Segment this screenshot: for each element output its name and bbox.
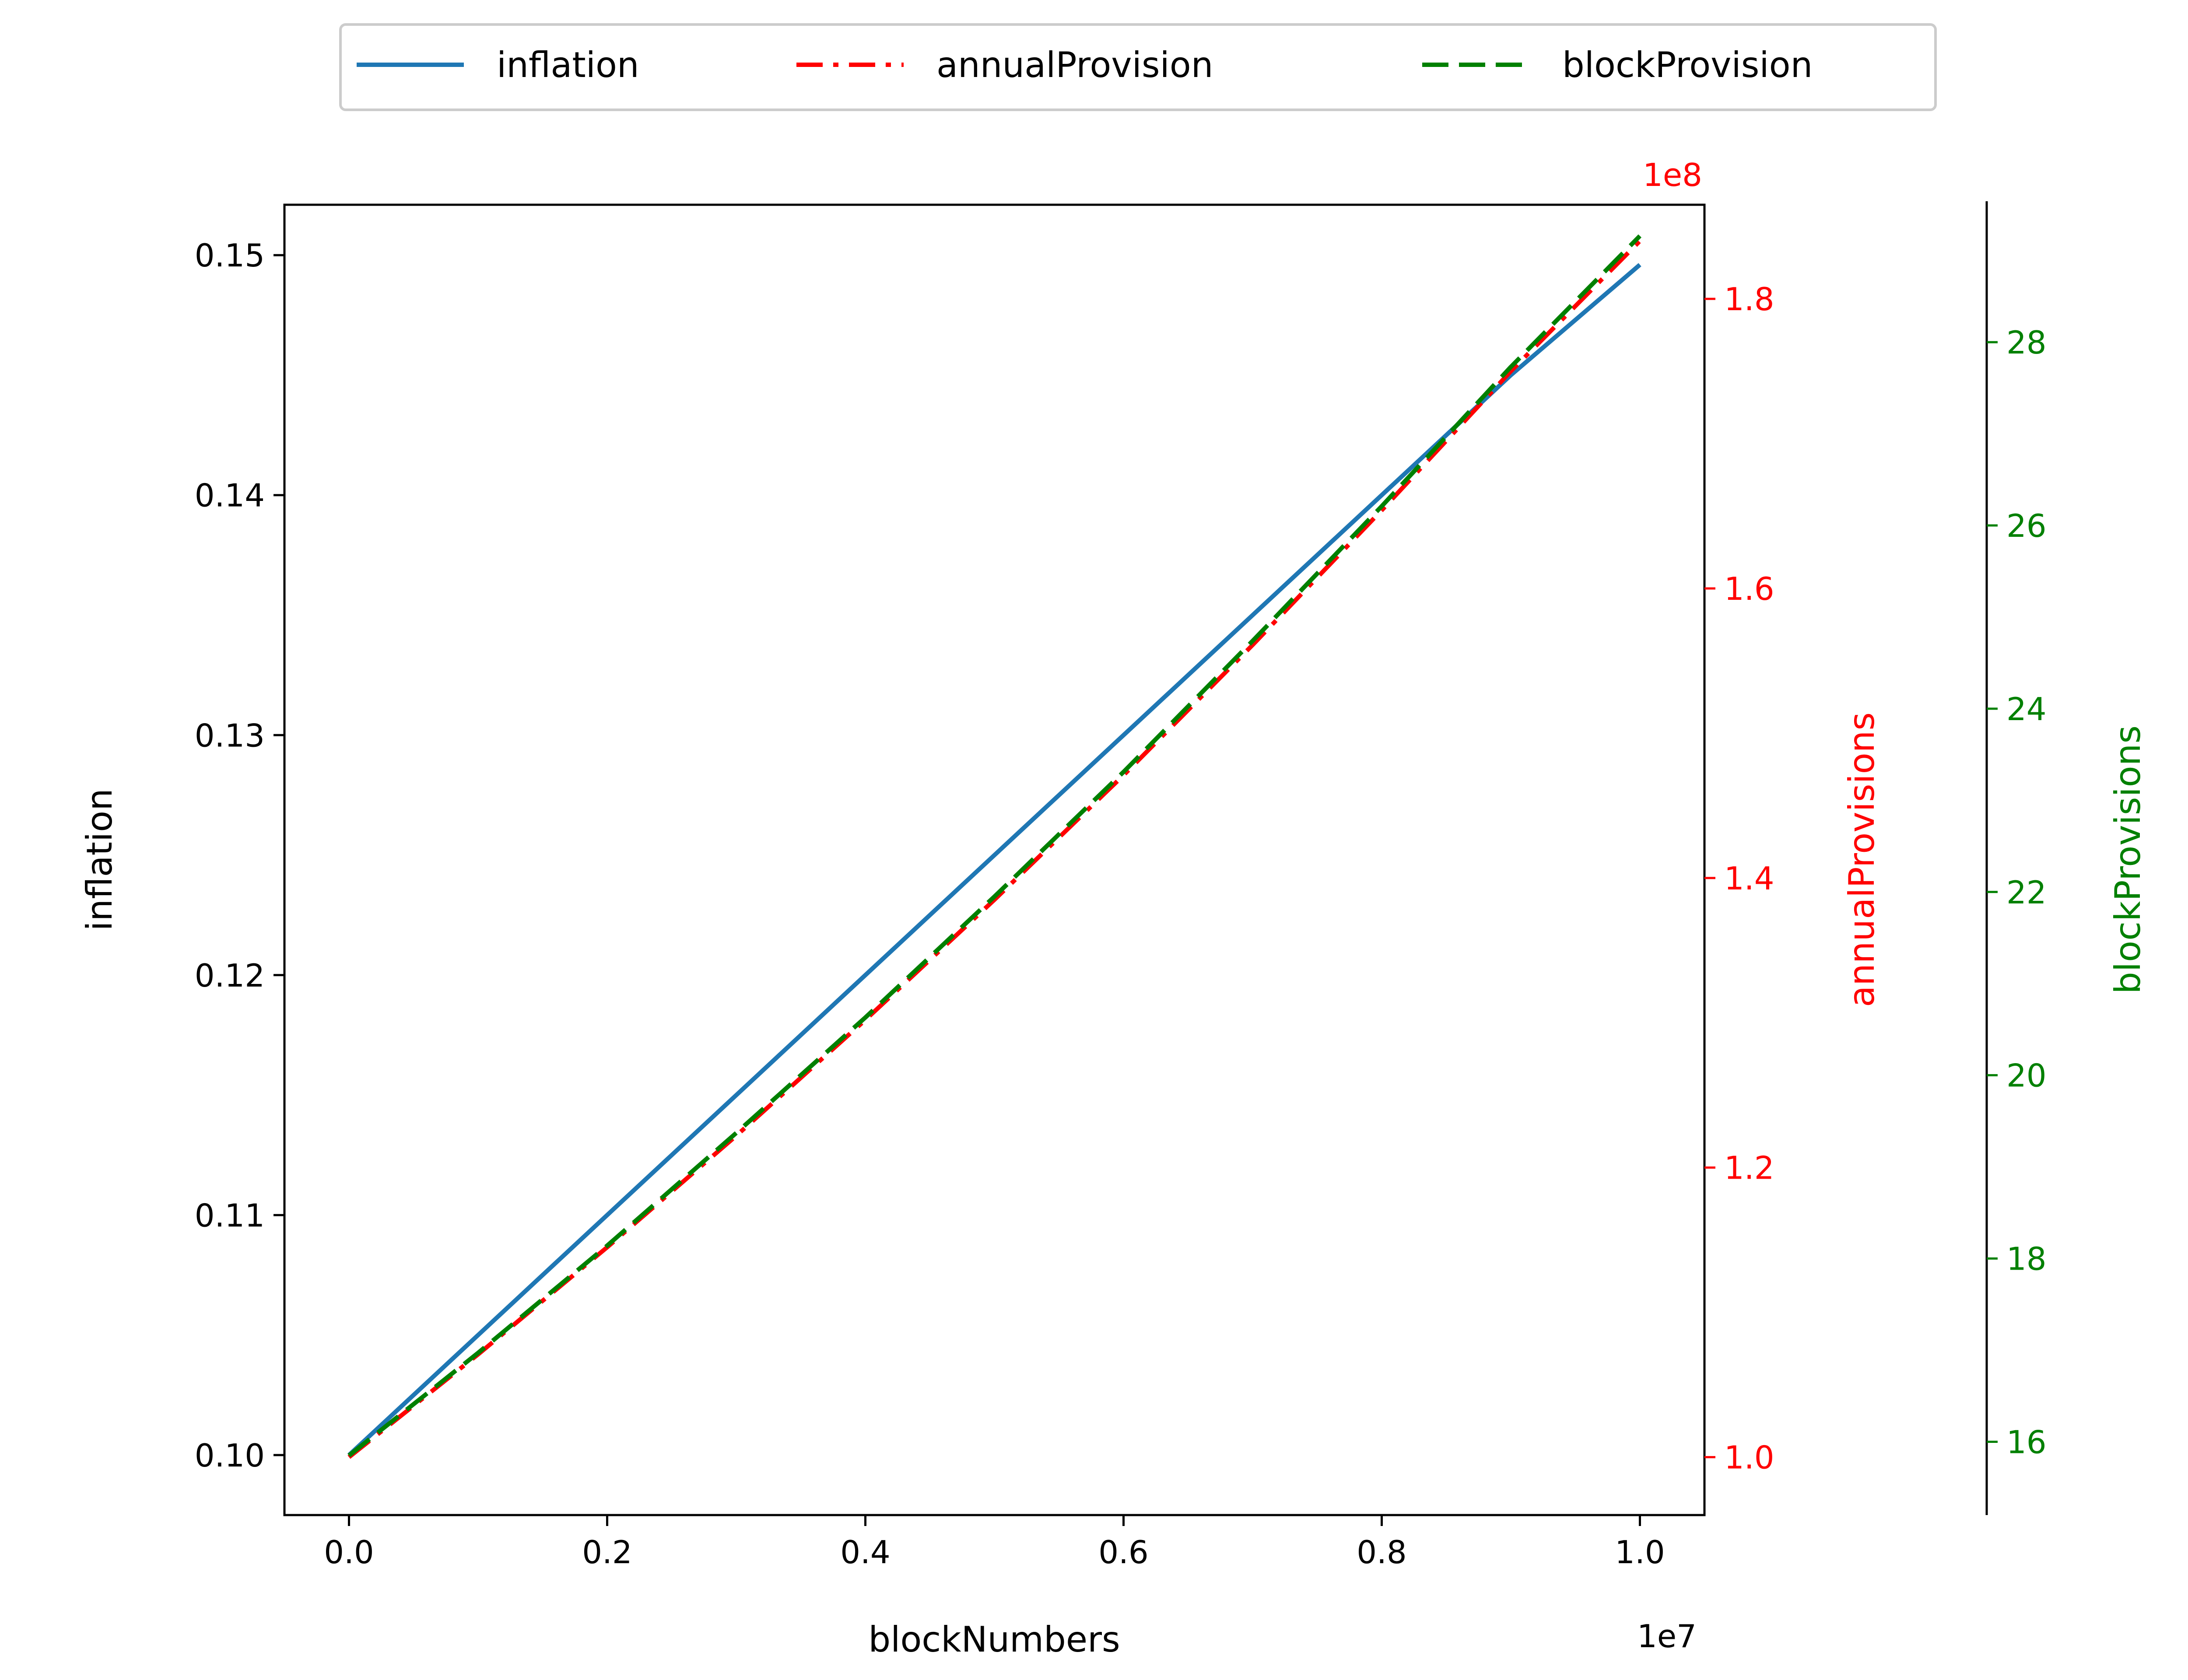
- block-provisions-tick-label: 16: [2006, 1424, 2047, 1460]
- block-provisions-axis-label: blockProvisions: [2107, 725, 2148, 994]
- annual-provisions-tick-label: 1.4: [1724, 860, 1774, 897]
- data-point-blockprovision: [994, 896, 995, 897]
- x-tick-label: 0.4: [840, 1534, 891, 1571]
- annual-provisions-axis-label: annualProvisions: [1841, 712, 1882, 1007]
- x-tick-label: 0.6: [1098, 1534, 1149, 1571]
- legend-frame: [339, 23, 1937, 111]
- block-provisions-axis: 16 18 20 22 24 26 28: [1987, 324, 2047, 1460]
- inflation-tick-label: 0.14: [195, 477, 265, 514]
- block-provisions-tick-label: 18: [2006, 1241, 2047, 1278]
- inflation-tick-label: 0.12: [195, 957, 265, 994]
- series-line-blockprovision: [347, 234, 1642, 1457]
- x-tick-label: 0.0: [324, 1534, 374, 1571]
- annual-provisions-tick-label: 1.2: [1724, 1150, 1774, 1186]
- x-tick-label: 0.8: [1357, 1534, 1407, 1571]
- inflation-tick-label: 0.15: [195, 237, 265, 274]
- x-axis-offset-label: 1e7: [1637, 1618, 1697, 1655]
- inflation-axis-label: inflation: [79, 788, 120, 931]
- legend-label-blockprovision: blockProvision: [1562, 45, 1813, 85]
- x-tick-label: 0.2: [582, 1534, 632, 1571]
- plot-area: [283, 203, 1706, 1516]
- legend: inflation annualProvision blockProvision: [339, 23, 1937, 111]
- annual-provisions-tick-label: 1.0: [1724, 1439, 1774, 1476]
- inflation-tick-label: 0.13: [195, 717, 265, 754]
- series-line-inflation: [347, 263, 1641, 1457]
- block-provisions-tick-label: 28: [2006, 324, 2047, 361]
- annual-provisions-tick-label: 1.8: [1724, 281, 1774, 318]
- legend-label-inflation: inflation: [497, 45, 639, 85]
- inflation-axis: 0.10 0.11 0.12 0.13 0.14 0.15: [195, 237, 284, 1474]
- data-point-blockprovision: [1252, 640, 1253, 641]
- annual-provisions-offset-label: 1e8: [1643, 157, 1702, 193]
- x-tick-label: 1.0: [1615, 1534, 1665, 1571]
- block-provisions-tick-label: 26: [2006, 508, 2047, 544]
- block-provisions-tick-label: 20: [2006, 1057, 2047, 1094]
- annual-provisions-axis: 1.0 1.2 1.4 1.6 1.8: [1704, 281, 1774, 1476]
- x-axis: 0.0 0.2 0.4 0.6 0.8 1.0: [324, 1515, 1665, 1571]
- inflation-tick-label: 0.10: [195, 1437, 265, 1474]
- inflation-tick-label: 0.11: [195, 1197, 265, 1234]
- block-provisions-tick-label: 22: [2006, 874, 2047, 911]
- block-provisions-tick-label: 24: [2006, 691, 2047, 728]
- plot-frame: [283, 203, 1706, 1516]
- data-point-blockprovision: [865, 1017, 866, 1018]
- x-axis-label: blockNumbers: [868, 1619, 1120, 1660]
- annual-provisions-tick-label: 1.6: [1724, 570, 1774, 607]
- legend-label-annualprovision: annualProvision: [936, 45, 1213, 85]
